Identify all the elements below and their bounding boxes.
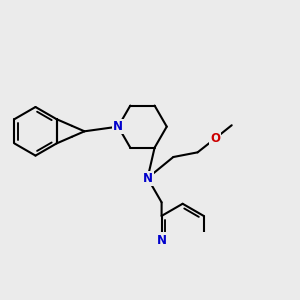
Text: O: O (210, 132, 220, 145)
Text: N: N (113, 120, 123, 133)
Text: N: N (157, 234, 166, 247)
Text: N: N (142, 172, 153, 184)
